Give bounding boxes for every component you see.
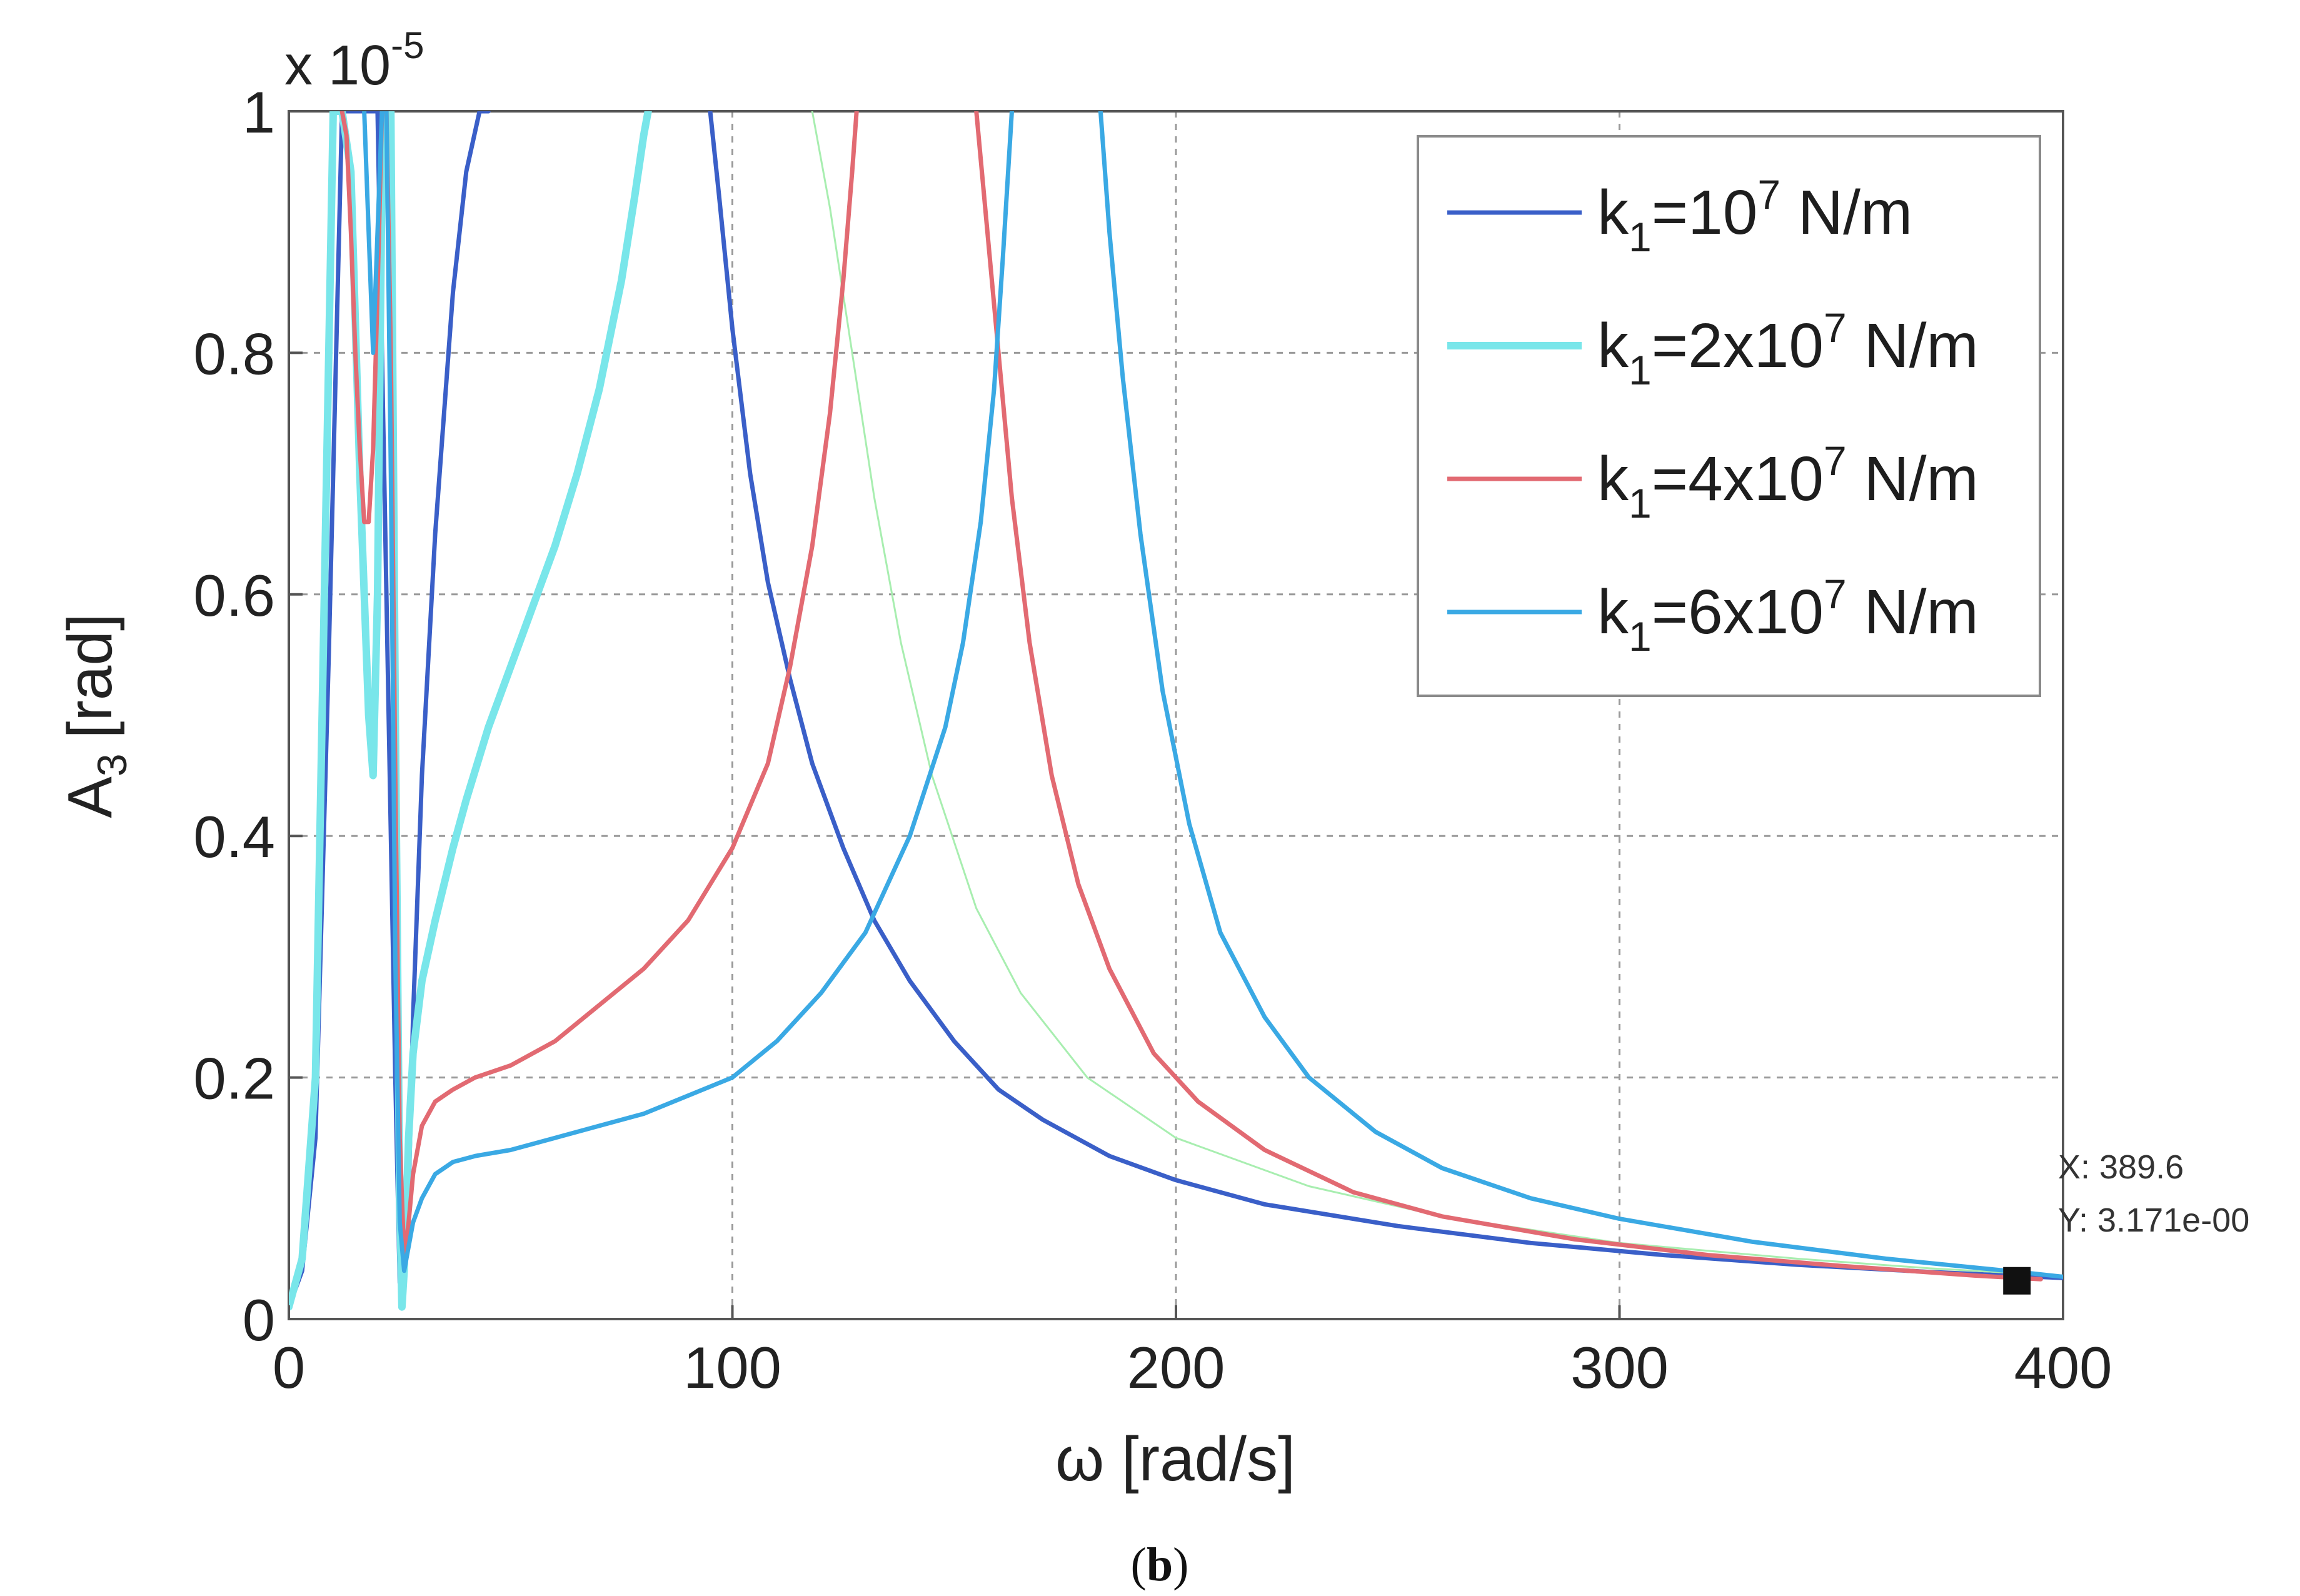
series-line-4 — [339, 111, 859, 1261]
y-tick-label: 0.6 — [193, 563, 275, 628]
caption-open: ( — [1131, 1538, 1147, 1591]
y-tick-label: 0 — [243, 1287, 275, 1353]
figure-caption: (b) — [1131, 1538, 1189, 1591]
y-exponent-base: x 10 — [284, 34, 391, 97]
y-axis-title-unit: [rad] — [55, 613, 125, 738]
series-line-7 — [1098, 111, 2063, 1279]
legend: k1=107 N/m k1=2x107 N/m k1=4x107 N/m k1=6x1… — [1417, 135, 2041, 697]
legend-box — [1417, 135, 2041, 697]
datatip: X: 389.6 Y: 3.171e-00 — [2003, 1148, 2249, 1295]
x-tick-label: 400 — [2014, 1335, 2112, 1400]
datatip-y-label: Y: 3.171e-00 — [2058, 1202, 2249, 1239]
datatip-marker[interactable] — [2003, 1267, 2031, 1295]
y-axis-title-subscript: 3 — [89, 753, 135, 776]
series-line-1 — [708, 111, 2063, 1280]
y-exponent-power: -5 — [391, 24, 424, 66]
series-line-5 — [974, 111, 2043, 1282]
x-tick-label: 100 — [683, 1335, 781, 1400]
y-axis-title: A3 [rad] — [55, 613, 135, 818]
x-tick-label: 0 — [273, 1335, 305, 1400]
y-exponent-label: x 10-5 — [284, 24, 424, 97]
series-line-6 — [362, 111, 1014, 1273]
legend-label: k1=107 N/m — [1597, 171, 1912, 260]
x-tick-label: 300 — [1570, 1335, 1669, 1400]
legend-label: k1=6x107 N/m — [1597, 571, 1979, 660]
series-group — [289, 111, 2063, 1311]
legend-label: k1=4x107 N/m — [1597, 438, 1979, 526]
series-layer — [289, 111, 2063, 1311]
x-tick-label: 200 — [1127, 1335, 1225, 1400]
x-axis-title: ω [rad/s] — [1055, 1424, 1295, 1494]
caption-letter: b — [1147, 1538, 1173, 1591]
series-line-3 — [811, 111, 2063, 1277]
y-tick-label: 0.4 — [193, 804, 275, 870]
y-axis-title-main: A — [55, 776, 125, 818]
y-tick-label: 1 — [243, 79, 275, 145]
x-axis-ticks: 0 100 200 300 400 — [273, 1305, 2112, 1400]
y-tick-label: 0.2 — [193, 1046, 275, 1112]
y-tick-label: 0.8 — [193, 321, 275, 386]
datatip-x-label: X: 389.6 — [2058, 1148, 2184, 1186]
legend-label: k1=2x107 N/m — [1597, 304, 1979, 393]
y-axis-ticks: 0 0.2 0.4 0.6 0.8 1 — [193, 79, 303, 1353]
caption-close: ) — [1173, 1538, 1188, 1591]
